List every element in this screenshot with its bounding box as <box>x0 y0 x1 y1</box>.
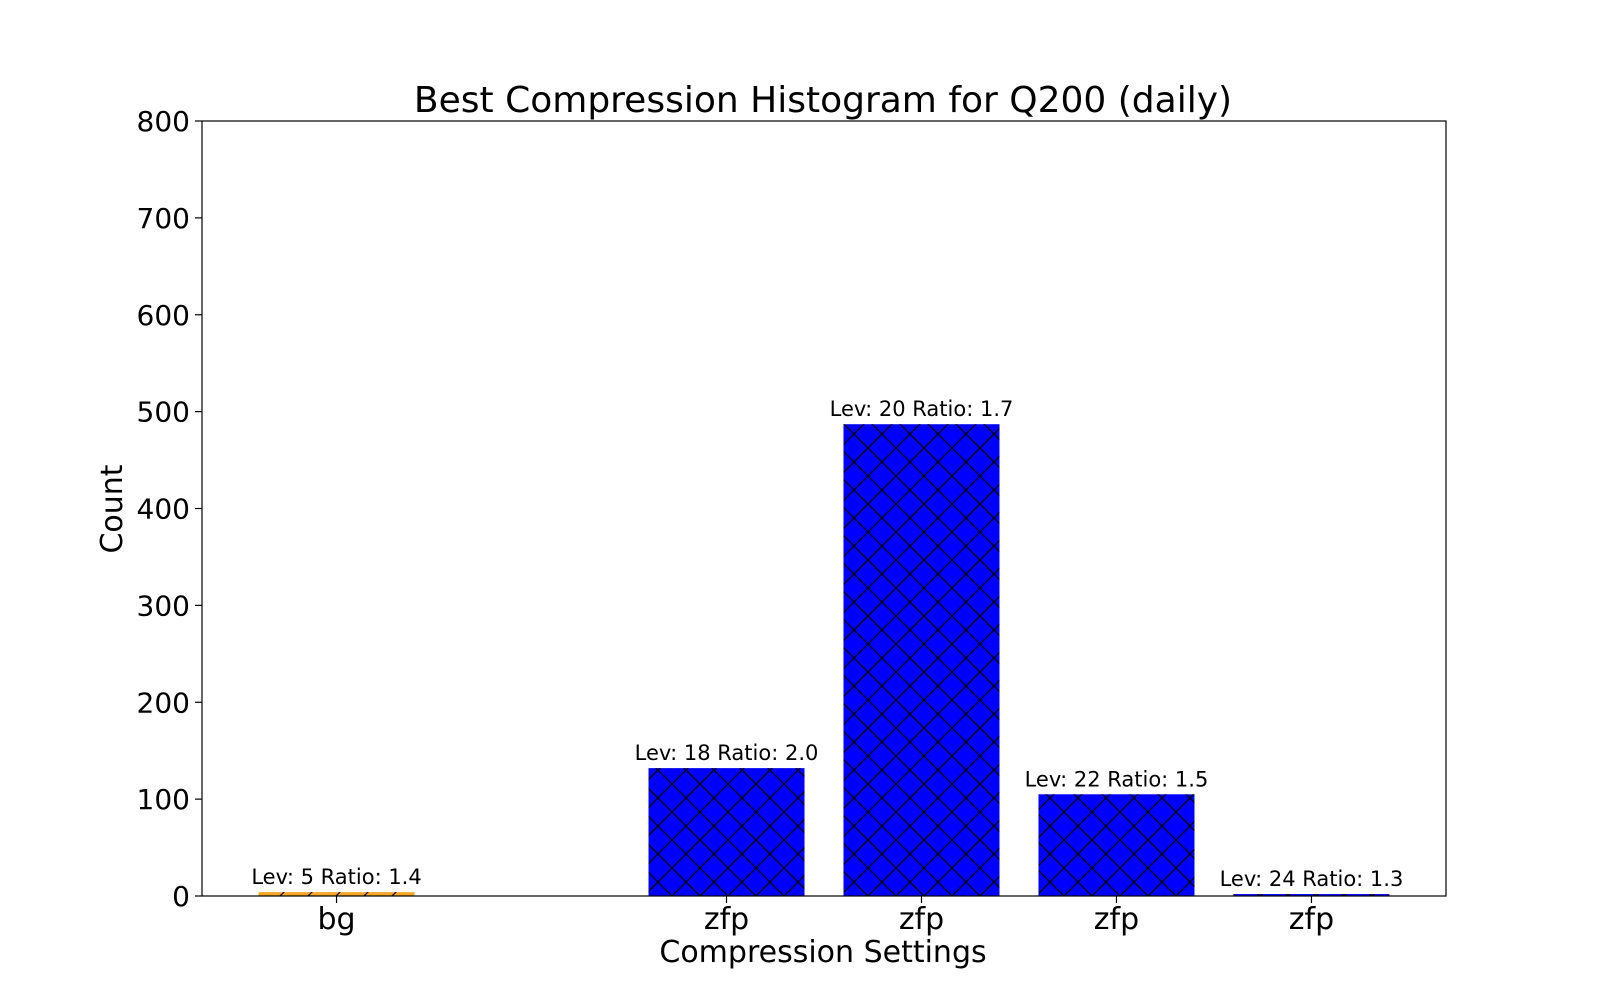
x-tick-label: zfp <box>1289 902 1334 937</box>
bar-data-label: Lev: 22 Ratio: 1.5 <box>1025 767 1209 791</box>
y-tick-label: 300 <box>137 589 190 622</box>
bars-layer <box>258 424 1390 896</box>
axes-layer: 0 100 200 300 400 500 600 700 800 bg zfp zfp zfp zfp <box>137 105 1447 937</box>
y-tick-label: 600 <box>137 299 190 332</box>
bar-data-label: Lev: 20 Ratio: 1.7 <box>830 397 1014 421</box>
bar-group <box>258 892 415 896</box>
bar-data-label: Lev: 18 Ratio: 2.0 <box>635 741 819 765</box>
chart-title: Best Compression Histogram for Q200 (dai… <box>414 80 1232 121</box>
y-tick-label: 500 <box>137 396 190 429</box>
plot-frame <box>201 120 1447 897</box>
y-tick-label: 100 <box>137 783 190 816</box>
y-tick-label: 700 <box>137 202 190 235</box>
y-tick-label: 400 <box>137 493 190 526</box>
data-labels-layer: Lev: 5 Ratio: 1.4 Lev: 18 Ratio: 2.0 Lev: … <box>251 397 1403 891</box>
bar-hatch <box>843 424 1000 896</box>
bar-group <box>1233 894 1390 896</box>
bar-hatch <box>258 892 415 896</box>
bar-hatch <box>648 768 805 896</box>
bar-group <box>1038 794 1195 896</box>
bar-data-label: Lev: 5 Ratio: 1.4 <box>251 865 421 889</box>
y-tick-label: 200 <box>137 686 190 719</box>
bar-group <box>648 768 805 896</box>
bar-hatch <box>1038 794 1195 896</box>
bar-hatch <box>1233 894 1390 896</box>
y-tick-label: 0 <box>172 880 190 913</box>
y-axis-label: Count <box>95 464 130 553</box>
x-tick-label: zfp <box>1094 902 1139 937</box>
bar-data-label: Lev: 24 Ratio: 1.3 <box>1220 867 1404 891</box>
y-tick-label: 800 <box>137 105 190 138</box>
x-axis-label: Compression Settings <box>659 935 986 970</box>
bar-group <box>843 424 1000 896</box>
x-tick-label: zfp <box>899 902 944 937</box>
x-tick-label: zfp <box>704 902 749 937</box>
x-tick-label: bg <box>317 902 355 937</box>
